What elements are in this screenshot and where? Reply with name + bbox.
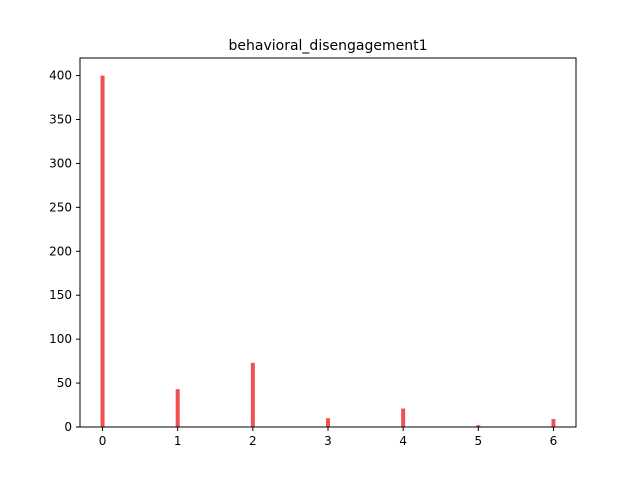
y-tick-label: 150 — [49, 288, 72, 302]
bar-0 — [100, 75, 105, 427]
bar-3 — [326, 418, 330, 427]
x-tick-label: 1 — [174, 434, 182, 448]
bar-1 — [175, 389, 180, 427]
bars-group — [100, 75, 556, 427]
bar-6 — [551, 419, 556, 427]
bar-2 — [250, 362, 255, 427]
x-tick-label: 4 — [399, 434, 407, 448]
bar-5 — [476, 425, 481, 427]
y-tick-label: 250 — [49, 200, 72, 214]
x-tick-label: 5 — [474, 434, 482, 448]
x-axis: 0 1 2 3 4 5 6 — [99, 427, 558, 448]
y-tick-label: 350 — [49, 113, 72, 127]
bar-4 — [401, 408, 406, 427]
y-tick-label: 0 — [64, 420, 72, 434]
x-tick-label: 3 — [324, 434, 332, 448]
y-tick-label: 100 — [49, 332, 72, 346]
x-tick-label: 0 — [99, 434, 107, 448]
x-tick-label: 2 — [249, 434, 257, 448]
y-tick-label: 50 — [57, 376, 72, 390]
y-tick-label: 200 — [49, 244, 72, 258]
chart-title: behavioral_disengagement1 — [229, 38, 428, 54]
plot-frame — [79, 57, 577, 428]
y-tick-label: 300 — [49, 156, 72, 170]
y-tick-label: 400 — [49, 69, 72, 83]
x-tick-label: 6 — [550, 434, 558, 448]
y-axis: 0 50 100 150 200 250 300 350 400 — [49, 69, 80, 434]
